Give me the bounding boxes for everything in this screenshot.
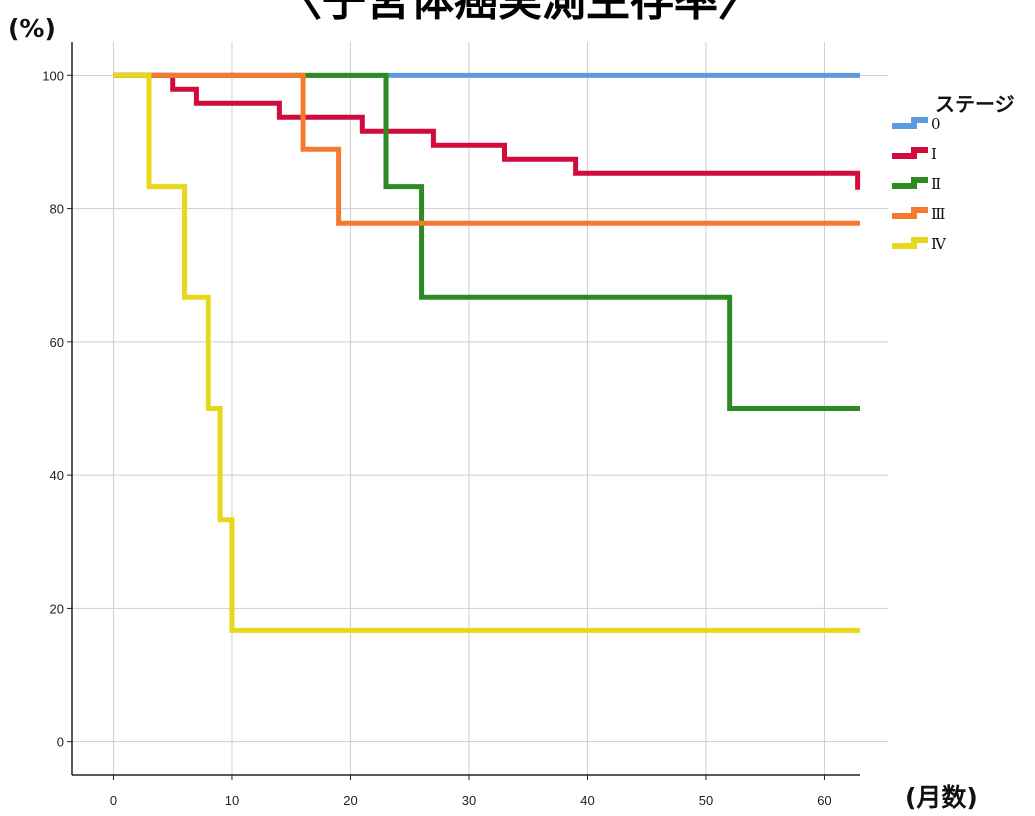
y-tick-label: 80 [50,202,64,217]
tick-layer: 0 10 20 30 40 50 60 0 20 40 60 80 100 [42,68,831,808]
y-tick-label: 0 [57,735,64,750]
title-layer: 〈子宮体癌実測生存率〉 [278,0,762,26]
legend-label-4: Ⅳ [931,235,947,253]
legend-swatch-2 [892,177,928,189]
x-axis-unit: (月数) [905,783,978,812]
legend-label-2: Ⅱ [931,175,941,193]
legend-swatch-4 [892,237,928,249]
series-line-1 [113,72,861,190]
y-tick-label: 60 [50,335,64,350]
x-tick-label: 50 [699,793,713,808]
legend: ステージ 0 Ⅰ Ⅱ Ⅲ Ⅳ [892,92,1015,253]
y-tick-label: 100 [42,68,64,83]
legend-swatch-1 [892,147,928,159]
legend-swatch-3 [892,207,928,219]
legend-label-0: 0 [931,115,941,133]
series-layer [113,72,861,633]
x-tick-label: 20 [343,793,357,808]
legend-label-3: Ⅲ [931,205,945,223]
series-line-4 [113,72,860,633]
axis-layer [71,42,860,776]
x-tick-label: 30 [462,793,476,808]
x-tick-label: 60 [817,793,831,808]
x-tick-label: 10 [225,793,239,808]
chart-title: 〈子宮体癌実測生存率〉 [278,0,762,26]
x-tick-label: 0 [110,793,117,808]
series-line-3 [113,72,860,226]
legend-title: ステージ [935,92,1015,116]
y-axis-unit: (%) [8,14,56,43]
y-tick-label: 40 [50,468,64,483]
x-tick-label: 40 [580,793,594,808]
legend-swatch-0 [892,117,928,129]
y-tick-label: 20 [50,601,64,616]
series-line-2 [113,72,860,411]
legend-label-1: Ⅰ [931,145,937,163]
